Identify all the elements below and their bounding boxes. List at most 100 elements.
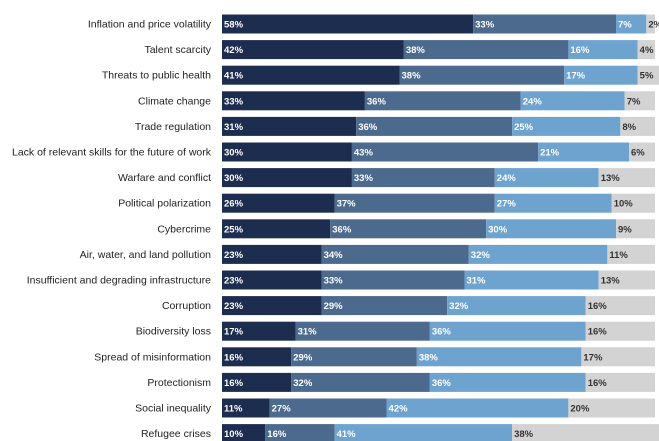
data-label: 32% (471, 250, 491, 261)
bar-segment (585, 296, 655, 316)
data-label: 43% (354, 148, 374, 159)
data-label: 30% (488, 224, 508, 235)
data-label: 33% (354, 173, 374, 184)
data-label: 33% (324, 276, 344, 287)
bar-segment (334, 424, 513, 441)
data-label: 2% (648, 20, 659, 31)
data-label: 38% (514, 429, 534, 440)
category-label: Air, water, and land pollution (80, 249, 211, 261)
bar-segment (222, 296, 322, 316)
data-label: 17% (566, 71, 586, 82)
bar-segment (637, 40, 655, 60)
bar-segment (222, 193, 335, 213)
bar-segment (265, 424, 335, 441)
bar-segment (468, 244, 608, 264)
bar-segment (624, 91, 655, 111)
bar-segment (607, 244, 655, 264)
bar-segment (295, 321, 430, 341)
category-label: Trade regulation (135, 121, 211, 133)
data-label: 7% (627, 96, 641, 107)
data-label: 5% (640, 71, 654, 82)
bar-segment (403, 40, 569, 60)
data-label: 11% (609, 250, 628, 261)
category-label: Lack of relevant skills for the future o… (12, 147, 212, 159)
data-label: 13% (601, 173, 621, 184)
data-label: 10% (224, 429, 244, 440)
bar-segment (416, 347, 582, 367)
data-label: 4% (640, 45, 654, 56)
data-label: 29% (324, 301, 344, 312)
data-label: 32% (293, 378, 313, 389)
bar-segment (222, 91, 365, 111)
data-label: 30% (224, 173, 244, 184)
data-label: 41% (337, 429, 357, 440)
data-label: 11% (224, 404, 243, 415)
bar-segment (646, 14, 655, 34)
data-label: 29% (293, 352, 313, 363)
bar-segment (512, 424, 659, 441)
data-label: 23% (224, 276, 244, 287)
data-label: 7% (618, 20, 632, 31)
bar-segment (222, 244, 322, 264)
category-label: Warfare and conflict (118, 172, 211, 184)
data-label: 34% (324, 250, 344, 261)
data-label: 36% (332, 224, 352, 235)
bar-segment (494, 193, 612, 213)
bar-segment (637, 65, 659, 85)
bar-segment (620, 116, 655, 136)
bar-segment (429, 321, 586, 341)
data-label: 42% (389, 404, 409, 415)
bar-segment (598, 270, 655, 290)
category-label: Corruption (162, 300, 211, 312)
bar-segment (291, 347, 417, 367)
bar-segment (629, 142, 655, 162)
data-label: 36% (432, 327, 452, 338)
data-label: 36% (367, 96, 387, 107)
data-label: 36% (432, 378, 452, 389)
data-label: 9% (618, 224, 632, 235)
data-label: 23% (224, 301, 244, 312)
bar-segment (568, 40, 638, 60)
data-label: 38% (402, 71, 422, 82)
category-label: Biodiversity loss (136, 326, 211, 338)
data-label: 41% (224, 71, 244, 82)
category-label: Climate change (138, 95, 211, 107)
data-label: 16% (224, 352, 244, 363)
bar-segment (222, 219, 331, 239)
data-label: 25% (514, 122, 534, 133)
bar-segment (616, 14, 647, 34)
bar-segment (222, 398, 270, 418)
data-label: 31% (466, 276, 486, 287)
bar-segment (291, 372, 430, 392)
bar-segment (464, 270, 599, 290)
data-label: 16% (588, 327, 608, 338)
bar-segment (520, 91, 625, 111)
data-label: 6% (631, 148, 645, 159)
bar-segment (585, 321, 655, 341)
bar-segment (330, 219, 487, 239)
bar-segment (473, 14, 617, 34)
bar-segment (222, 321, 296, 341)
bar-segment (222, 65, 400, 85)
data-label: 32% (449, 301, 469, 312)
bar-segment (222, 347, 292, 367)
category-label: Political polarization (118, 198, 211, 210)
data-label: 33% (224, 96, 244, 107)
data-label: 16% (224, 378, 244, 389)
data-label: 37% (337, 199, 357, 210)
category-label: Cybercrime (157, 223, 211, 235)
bar-segment (356, 116, 513, 136)
data-label: 21% (540, 148, 560, 159)
bar-segment (321, 270, 465, 290)
data-label: 16% (267, 429, 287, 440)
data-label: 25% (224, 224, 244, 235)
bar-segment (364, 91, 521, 111)
bar-segment (222, 142, 352, 162)
category-label: Spread of misinformation (94, 351, 211, 363)
bar-segment (222, 168, 352, 188)
category-label: Inflation and price volatility (88, 19, 212, 31)
bar-segment (568, 398, 655, 418)
data-label: 23% (224, 250, 244, 261)
data-label: 24% (497, 173, 517, 184)
bar-segment (321, 296, 448, 316)
